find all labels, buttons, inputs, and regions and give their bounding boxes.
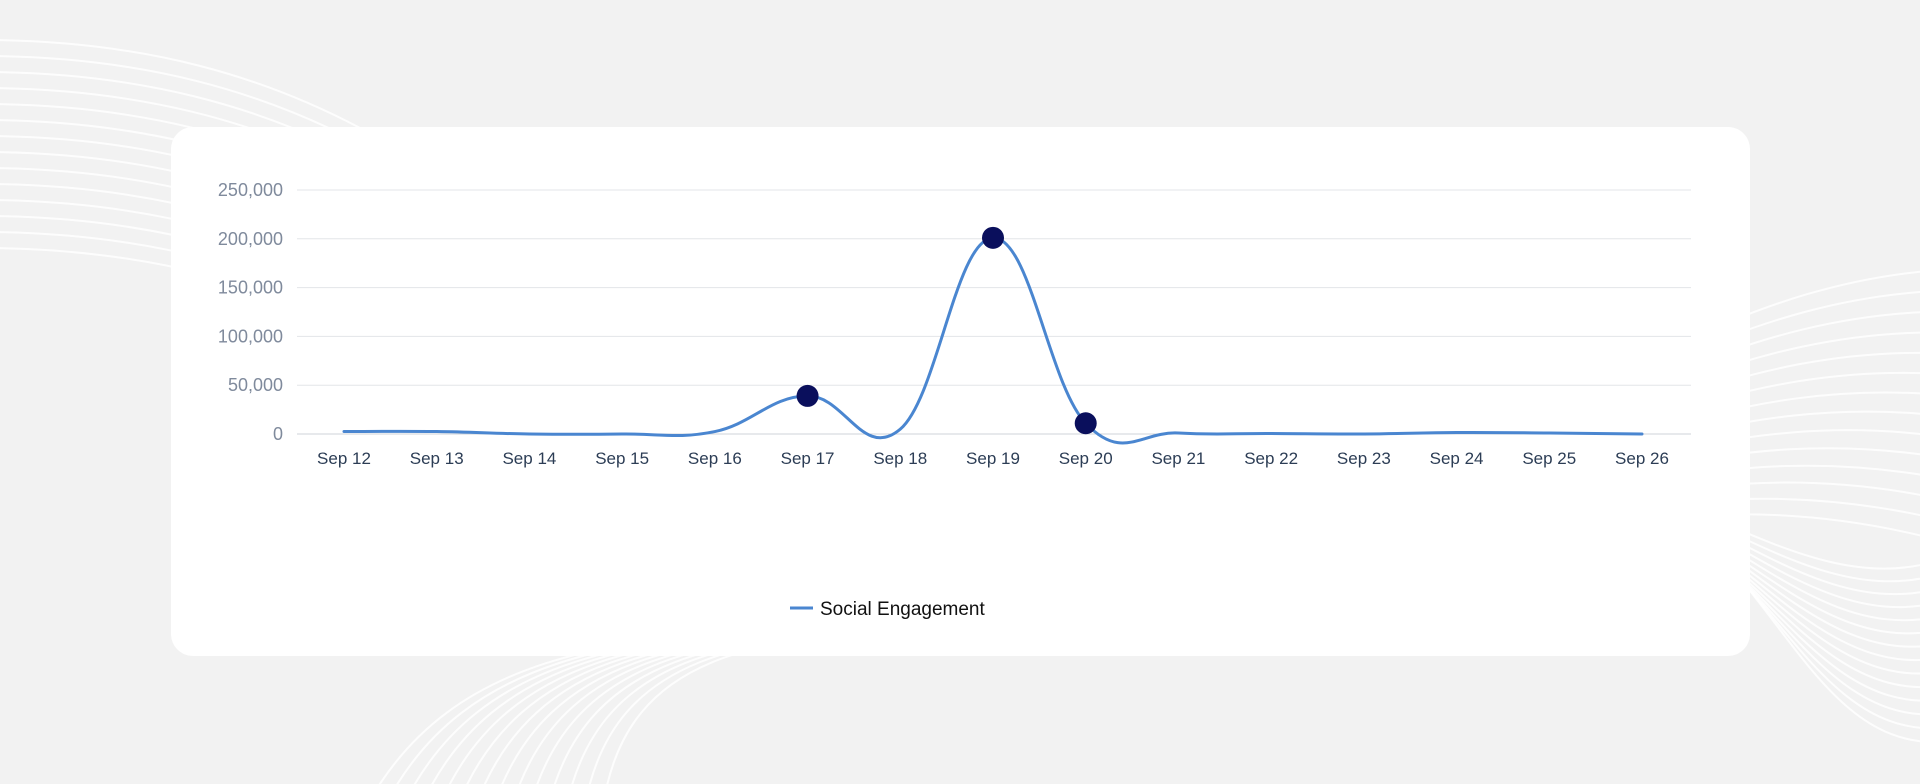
series-line-social-engagement (342, 236, 1644, 445)
grid-lines (297, 189, 1691, 435)
x-tick-label: Sep 22 (1244, 449, 1298, 468)
data-point-marker[interactable] (1074, 412, 1097, 435)
x-tick-label: Sep 14 (502, 449, 556, 468)
data-point-marker[interactable] (982, 226, 1004, 249)
x-tick-label: Sep 21 (1151, 449, 1205, 468)
y-tick-label: 200,000 (218, 229, 283, 249)
x-tick-label: Sep 24 (1430, 449, 1484, 468)
x-tick-label: Sep 20 (1059, 449, 1113, 468)
x-tick-label: Sep 15 (595, 449, 649, 468)
x-tick-label: Sep 25 (1522, 449, 1576, 468)
series-layer (342, 226, 1644, 445)
y-tick-label: 50,000 (228, 375, 283, 395)
legend-label-social-engagement: Social Engagement (820, 599, 985, 620)
x-tick-label: Sep 18 (873, 449, 927, 468)
x-tick-label: Sep 16 (688, 449, 742, 468)
legend[interactable]: Social Engagement (790, 599, 985, 620)
y-tick-label: 0 (273, 424, 283, 444)
chart-card: 0 50,000 100,000 150,000 200,000 250,000 Sep … (171, 127, 1750, 656)
data-point-marker[interactable] (796, 384, 819, 407)
x-tick-label: Sep 13 (410, 449, 464, 468)
x-tick-label: Sep 17 (781, 449, 835, 468)
y-tick-label: 250,000 (218, 180, 283, 200)
y-tick-label: 100,000 (218, 326, 283, 346)
x-axis-ticks: Sep 12 Sep 13 Sep 14 Sep 15 Sep 16 Sep 17 Sep … (317, 449, 1669, 468)
y-tick-label: 150,000 (218, 278, 283, 298)
x-tick-label: Sep 19 (966, 449, 1020, 468)
x-tick-label: Sep 23 (1337, 449, 1391, 468)
engagement-line-chart: 0 50,000 100,000 150,000 200,000 250,000 Sep … (218, 180, 1691, 620)
x-tick-label: Sep 12 (317, 449, 371, 468)
y-axis-ticks: 0 50,000 100,000 150,000 200,000 250,000 (218, 180, 283, 444)
x-tick-label: Sep 26 (1615, 449, 1669, 468)
